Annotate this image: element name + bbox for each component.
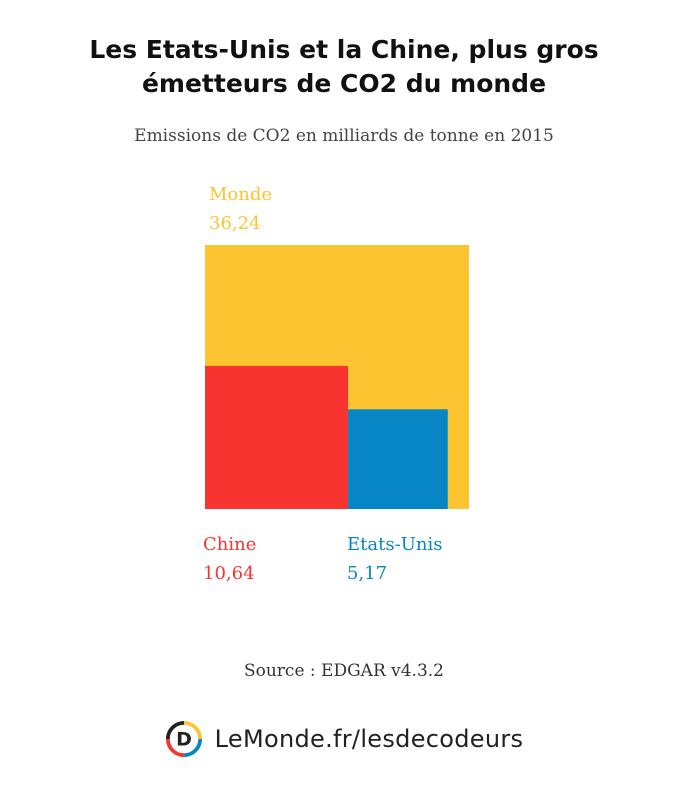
logo-letter: D — [176, 729, 192, 751]
les-decodeurs-logo-icon: D — [165, 720, 202, 758]
bar-chine — [205, 365, 349, 509]
label-monde-name: Monde — [209, 184, 272, 205]
label-etats-unis-name: Etats-Unis — [347, 534, 442, 555]
label-chine-value: 10,64 — [203, 563, 255, 584]
label-monde-value: 36,24 — [209, 213, 261, 234]
chart-title: Les Etats-Unis et la Chine, plus gros ém… — [89, 35, 599, 98]
brand-link-text[interactable]: LeMonde.fr/lesdecodeurs — [214, 725, 524, 753]
label-chine-name: Chine — [203, 534, 256, 555]
chart-area: Monde 36,24 Chine 10,64 Etats-Unis 5,17 — [203, 184, 469, 584]
bar-etats-unis — [348, 409, 448, 509]
chart-subtitle: Emissions de CO2 en milliards de tonne e… — [134, 126, 554, 146]
source-note: Source : EDGAR v4.3.2 — [243, 661, 445, 681]
label-etats-unis-value: 5,17 — [347, 563, 387, 584]
footer-brand[interactable]: D LeMonde.fr/lesdecodeurs — [0, 717, 688, 761]
